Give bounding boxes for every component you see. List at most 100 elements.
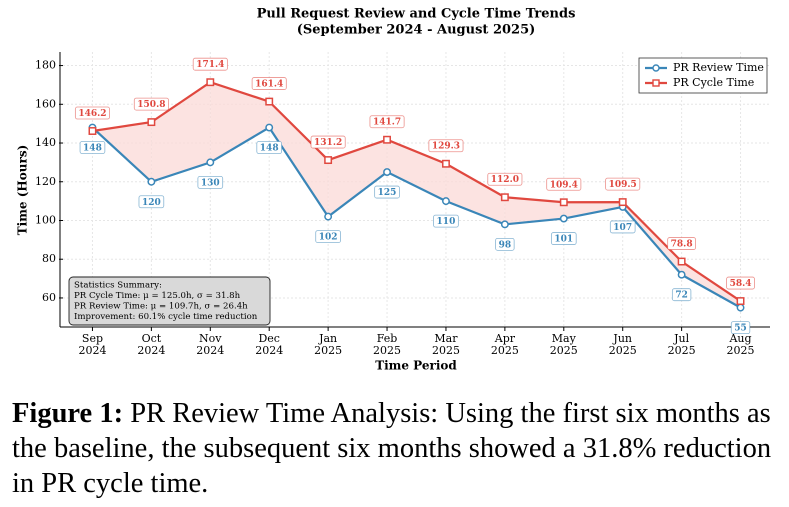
data-label-text: 120 (142, 198, 161, 208)
legend-label: PR Cycle Time (673, 76, 754, 89)
chart: Pull Request Review and Cycle Time Trend… (16, 7, 770, 373)
x-tick-label: Mar 2025 (431, 332, 460, 357)
marker (736, 297, 745, 305)
fill-between (328, 139, 388, 217)
x-tick-label: Oct 2024 (137, 332, 166, 357)
data-label-box (251, 77, 287, 90)
data-label-text: 125 (378, 188, 397, 198)
y-axis-label: Time (Hours) (16, 145, 30, 236)
marker (500, 193, 509, 202)
fill-between (151, 82, 211, 182)
data-label-box (310, 135, 346, 149)
data-label-box (726, 276, 755, 290)
data-label-text: 101 (554, 235, 573, 245)
data-label: 109.5 (605, 177, 641, 191)
marker (677, 257, 686, 266)
fill-between (681, 261, 741, 308)
fill-between (445, 163, 505, 225)
data-label: 72 (671, 288, 692, 302)
data-label-box (671, 288, 692, 302)
y-tick-label: 120 (35, 175, 56, 188)
marker (383, 168, 391, 177)
data-label: 112.0 (487, 172, 523, 186)
data-label-box (374, 185, 400, 199)
fill-between (269, 101, 329, 217)
legend-marker (652, 64, 660, 72)
data-label: 109.4 (546, 177, 582, 191)
marker (442, 159, 450, 168)
data-label-box (197, 175, 224, 189)
x-tick-label: Apr 2025 (490, 332, 519, 357)
data-label-box (256, 141, 283, 154)
chart-subtitle: (September 2024 - August 2025) (297, 23, 536, 38)
data-label-text: 78.8 (671, 240, 693, 250)
data-label-box (487, 172, 523, 186)
marker (324, 212, 333, 221)
data-label: 141.7 (369, 115, 405, 129)
series-line (91, 126, 742, 309)
data-label-text: 98 (499, 240, 512, 250)
data-label: 148 (79, 141, 106, 154)
x-tick-label: Jan 2025 (314, 332, 343, 357)
data-label: 102 (315, 230, 341, 244)
data-label-box (667, 237, 696, 250)
marker (383, 135, 391, 144)
data-label-box (605, 177, 641, 191)
data-label-box (79, 141, 106, 154)
chart-title: Pull Request Review and Cycle Time Trend… (257, 7, 576, 22)
data-label-box (730, 321, 751, 335)
data-label: 101 (550, 232, 577, 245)
data-label-text: 72 (675, 291, 688, 301)
marker (500, 220, 509, 229)
annotation-line: Improvement: 60.1% cycle time reduction (74, 312, 258, 322)
marker (147, 177, 156, 186)
x-tick-label: May 2025 (549, 332, 578, 357)
marker (559, 214, 568, 223)
data-label: 110 (433, 214, 459, 228)
legend-box (638, 57, 768, 94)
data-label: 130 (197, 175, 224, 189)
data-label-text: 148 (83, 144, 102, 154)
data-label: 171.4 (192, 57, 228, 71)
fill-between (504, 197, 564, 225)
annotation-box (68, 276, 271, 326)
y-tick-label: 60 (42, 291, 56, 304)
fill-between (563, 202, 623, 219)
data-label-box (428, 139, 464, 153)
marker (736, 303, 745, 312)
data-label: 125 (374, 185, 400, 199)
data-label-box (495, 237, 515, 251)
data-label-text: 107 (613, 223, 632, 233)
marker (88, 127, 97, 135)
marker (265, 97, 274, 106)
data-label-text: 55 (734, 324, 747, 334)
annotation-line: Statistics Summary: (74, 281, 162, 291)
data-label-text: 102 (319, 233, 338, 243)
data-label-box (369, 115, 405, 129)
data-label-box (315, 230, 341, 244)
data-label: 148 (256, 141, 283, 154)
legend-label: PR Review Time (673, 61, 764, 74)
data-label-text: 58.4 (730, 279, 752, 289)
marker (206, 158, 215, 167)
data-label: 107 (609, 220, 636, 234)
data-label: 150.8 (133, 97, 169, 111)
annotation-line: PR Review Time: μ = 109.7h, σ = 26.4h (74, 302, 248, 312)
x-tick-label: Dec 2024 (255, 332, 284, 357)
data-label-text: 112.0 (491, 175, 519, 185)
data-label-text: 146.2 (78, 109, 106, 119)
x-tick-label: Sep 2024 (78, 332, 107, 357)
marker (677, 270, 686, 279)
data-label-text: 130 (201, 178, 220, 188)
data-label-box (133, 97, 169, 111)
data-label-box (550, 232, 577, 245)
data-label-text: 161.4 (255, 80, 283, 90)
data-label: 129.3 (428, 139, 464, 153)
data-label-text: 110 (437, 217, 456, 227)
marker (559, 198, 568, 207)
caption-label: Figure 1: (12, 398, 124, 429)
data-label-text: 150.8 (137, 100, 165, 110)
data-label: 146.2 (74, 106, 110, 120)
data-label-box (138, 195, 165, 209)
